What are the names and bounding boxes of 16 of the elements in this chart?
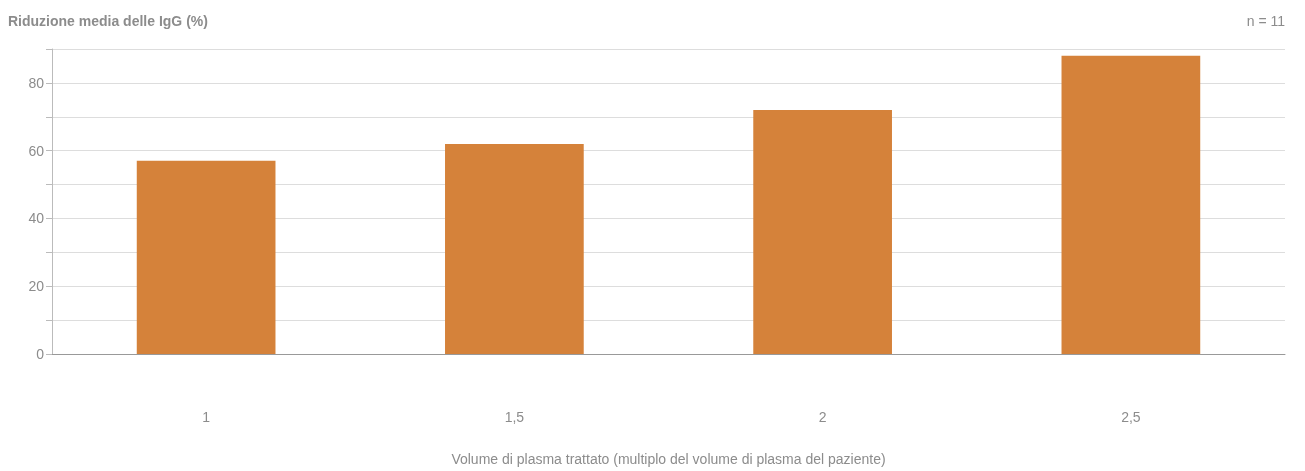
y-tick-label: 0	[36, 346, 45, 362]
y-tick-label: 20	[28, 278, 45, 295]
y-tick-label: 60	[28, 142, 45, 159]
y-tick-label: 40	[28, 210, 45, 227]
x-tick-label: 2	[818, 409, 827, 425]
bar	[753, 110, 892, 354]
x-tick-label: 1	[202, 409, 211, 425]
bar	[445, 143, 584, 354]
x-tick-label: 2,5	[1121, 409, 1141, 425]
y-axis-title: Riduzione media delle IgG (%)	[8, 13, 208, 29]
bar	[1061, 55, 1201, 354]
bar	[136, 160, 276, 354]
y-tick-label: 80	[28, 74, 45, 91]
x-tick-label: 1,5	[504, 409, 525, 425]
text: n = 11	[1246, 13, 1286, 29]
x-axis-title: Volume di plasma trattato (multiplo del volume di plasma del paziente)	[451, 451, 886, 467]
